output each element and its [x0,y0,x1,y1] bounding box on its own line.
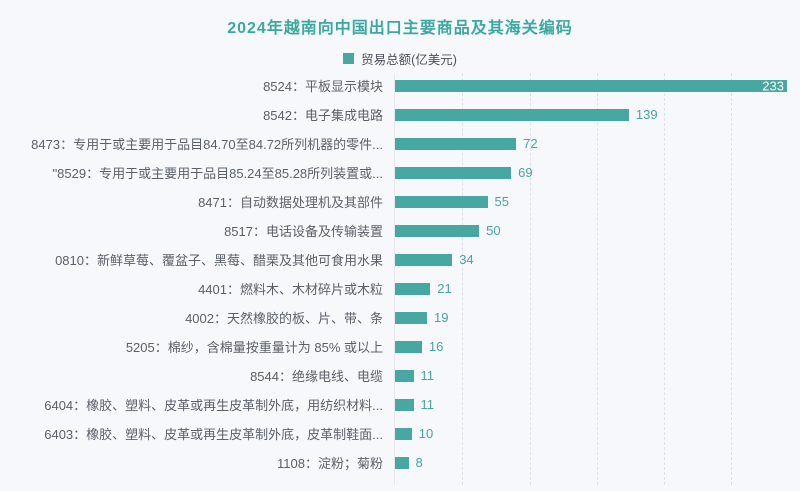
plot-area: 34 [383,245,800,274]
chart-row: 1108：淀粉；菊粉 8 [0,448,800,477]
plot-area: 8 [383,448,800,477]
plot-area: 11 [383,361,800,390]
bar[interactable] [395,311,427,324]
chart-row: 5205：棉纱，含棉量按重量计为 85% 或以上 16 [0,332,800,361]
category-label: 8517：电话设备及传输装置 [224,224,383,239]
category-label: 8471：自动数据处理机及其部件 [198,195,383,210]
value-label: 69 [518,165,533,180]
legend-item[interactable]: 贸易总额(亿美元) [0,49,800,68]
value-label: 34 [459,252,474,267]
chart-row: 0810：新鲜草莓、覆盆子、黑莓、醋栗及其他可食用水果 34 [0,245,800,274]
plot-area: 10 [383,419,800,448]
bar[interactable] [395,166,512,179]
category-label: 8473：专用于或主要用于品目84.70至84.72所列机器的零件... [31,137,383,152]
chart-title: 2024年越南向中国出口主要商品及其海关编码 [227,20,573,37]
plot-area: 55 [383,187,800,216]
chart-row: "8529：专用于或主要用于品目85.24至85.28所列装置或... 69 [0,158,800,187]
category-label: 8542：电子集成电路 [263,108,383,123]
plot-area: 233 [383,71,800,100]
value-label: 11 [420,397,435,412]
chart-row: 4401：燃料木、木材碎片或木粒 21 [0,274,800,303]
value-label: 19 [434,310,449,325]
bar[interactable]: 233 [395,78,787,93]
chart-row: 8517：电话设备及传输装置 50 [0,216,800,245]
plot-area: 19 [383,303,800,332]
chart-row: 4002：天然橡胶的板、片、带、条 19 [0,303,800,332]
bar[interactable] [395,253,453,266]
chart-row: 8544：绝缘电线、电缆 11 [0,361,800,390]
category-label: 8524：平板显示模块 [263,79,383,94]
bar[interactable] [395,340,422,353]
chart-row: 8471：自动数据处理机及其部件 55 [0,187,800,216]
category-label: 8544：绝缘电线、电缆 [250,369,383,384]
bar[interactable] [395,282,431,295]
bar[interactable] [395,427,412,440]
bar[interactable] [395,137,517,150]
bar[interactable] [395,398,414,411]
category-label: 4002：天然橡胶的板、片、带、条 [185,311,383,326]
category-label: "8529：专用于或主要用于品目85.24至85.28所列装置或... [52,166,383,181]
value-label: 16 [428,339,444,354]
value-label: 50 [486,223,501,238]
value-label: 11 [420,368,435,383]
legend-swatch-icon [343,53,355,64]
plot-area: 11 [383,390,800,419]
bar[interactable] [395,456,409,469]
chart-row: 8473：专用于或主要用于品目84.70至84.72所列机器的零件... 72 [0,129,800,158]
value-label: 139 [635,107,658,122]
category-label: 0810：新鲜草莓、覆盆子、黑莓、醋栗及其他可食用水果 [55,253,383,268]
chart-rows: 8524：平板显示模块 233 8542：电子集成电路 139 8473：专用于或主要用… [0,71,800,477]
chart-row: 8542：电子集成电路 139 [0,100,800,129]
category-label: 5205：棉纱，含棉量按重量计为 85% 或以上 [125,340,383,355]
value-label: 55 [494,194,509,209]
bar[interactable] [395,369,414,382]
value-label: 21 [437,281,452,296]
bar[interactable] [395,224,480,237]
chart-row: 6403：橡胶、塑料、皮革或再生皮革制外底，皮革制鞋面... 10 [0,419,800,448]
category-label: 4401：燃料木、木材碎片或木粒 [198,282,383,297]
category-label: 6403：橡胶、塑料、皮革或再生皮革制外底，皮革制鞋面... [44,427,383,442]
plot-area: 16 [383,332,800,361]
plot-area: 21 [383,274,800,303]
value-label: 72 [523,136,538,151]
plot-area: 69 [383,158,800,187]
plot-area: 50 [383,216,800,245]
bar[interactable] [395,108,629,121]
legend-label: 贸易总额(亿美元) [361,53,457,67]
chart-row: 6404：橡胶、塑料、皮革或再生皮革制外底，用纺织材料... 11 [0,390,800,419]
category-label: 6404：橡胶、塑料、皮革或再生皮革制外底，用纺织材料... [44,398,383,413]
value-label: 8 [415,455,423,470]
chart-row: 8524：平板显示模块 233 [0,71,800,100]
value-label: 233 [762,78,784,93]
category-label: 1108：淀粉；菊粉 [277,456,383,471]
bar-chart: 8524：平板显示模块 233 8542：电子集成电路 139 8473：专用于或主要用… [0,71,800,485]
plot-area: 139 [383,100,800,129]
plot-area: 72 [383,129,800,158]
bar[interactable] [395,195,488,208]
value-label: 10 [418,426,434,441]
